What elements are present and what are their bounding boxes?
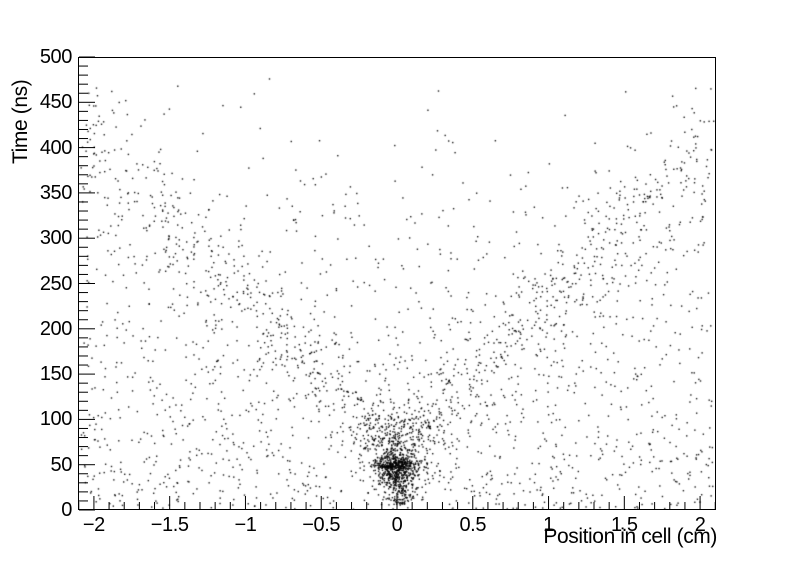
x-tick-label: 2 [694, 514, 706, 536]
y-tick-label: 450 [39, 91, 73, 114]
y-tick-label: 250 [39, 272, 73, 295]
x-tick-label: 1.5 [611, 514, 638, 536]
y-axis-title: Time (ns) [9, 79, 32, 164]
y-tick-label: 150 [39, 363, 73, 386]
y-tick-label: 300 [39, 227, 73, 250]
y-tick-label: 500 [39, 46, 73, 68]
x-tick-label: 1 [543, 514, 554, 536]
scatter-points-canvas [79, 58, 716, 510]
y-tick-label: 0 [61, 499, 72, 521]
y-tick-label: 400 [39, 136, 73, 159]
y-tick-label: 100 [39, 408, 73, 431]
x-tick-label: −2 [82, 514, 105, 536]
x-tick-label: −1.5 [150, 514, 189, 536]
y-tick-label: 350 [39, 181, 73, 204]
x-tick-label: −1 [234, 514, 257, 536]
x-axis-title: Position in cell (cm) [543, 525, 717, 548]
y-tick-label: 50 [50, 453, 73, 476]
x-tick-label: 0 [391, 514, 403, 536]
y-tick-label: 200 [39, 317, 73, 340]
x-tick-label: 0.5 [459, 514, 487, 536]
x-tick-label: −0.5 [302, 514, 341, 536]
